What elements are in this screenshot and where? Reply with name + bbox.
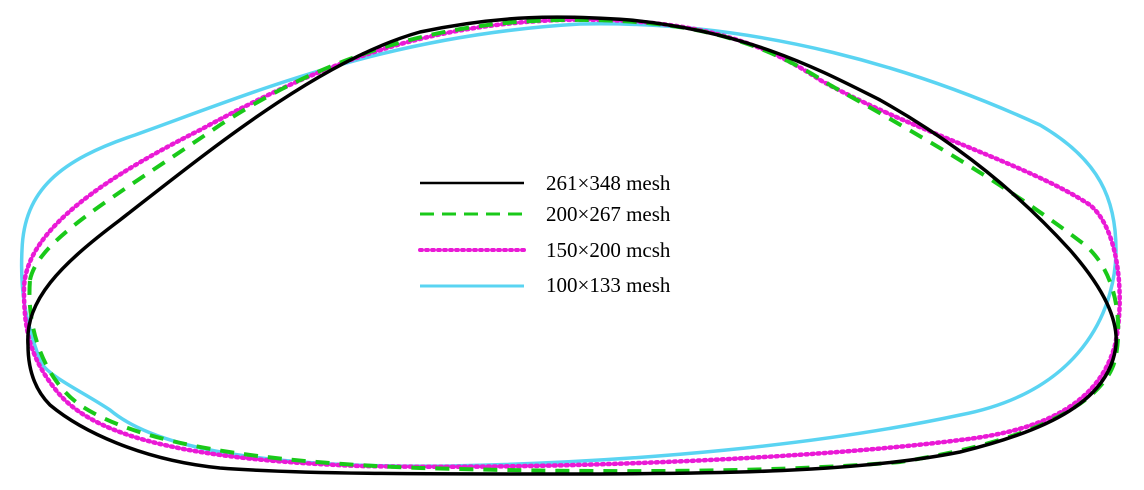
legend-item: 150×200 mcsh [418,238,671,262]
legend-item: 100×133 mesh [420,273,671,297]
legend-label-261x348: 261×348 mesh [546,171,671,195]
legend: 261×348 mesh 200×267 mesh 150×200 mcsh 1… [418,171,671,297]
curve-200x267-mesh [27,17,1121,474]
legend-item: 261×348 mesh [420,171,671,195]
legend-label-200x267: 200×267 mesh [546,202,671,226]
legend-item: 200×267 mesh [420,202,671,226]
curve-261x348-mesh [26,15,1118,476]
legend-label-150x200: 150×200 mcsh [546,238,671,262]
legend-label-100x133: 100×133 mesh [546,273,671,297]
